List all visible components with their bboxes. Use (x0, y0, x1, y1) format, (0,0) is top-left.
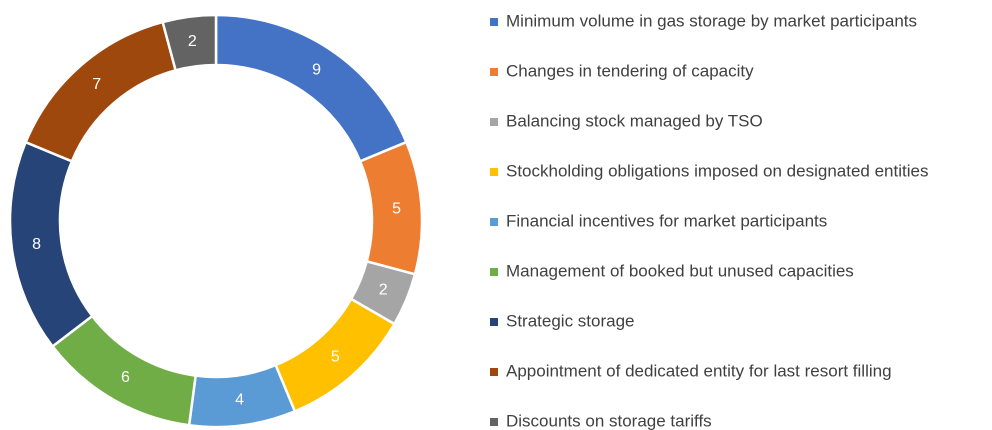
data-label: 6 (121, 369, 130, 386)
data-label: 9 (312, 62, 321, 79)
legend-swatch (490, 68, 498, 76)
legend-swatch (490, 268, 498, 276)
legend-label: Minimum volume in gas storage by market … (506, 11, 917, 30)
legend-swatch (490, 368, 498, 376)
data-label: 8 (32, 236, 41, 253)
legend-label: Stockholding obligations imposed on desi… (506, 161, 928, 180)
legend-label: Appointment of dedicated entity for last… (506, 361, 892, 380)
legend-label: Financial incentives for market particip… (506, 211, 827, 230)
legend-label: Management of booked but unused capaciti… (506, 261, 854, 280)
donut-segment (8, 140, 94, 349)
legend-swatch (490, 118, 498, 126)
data-label: 7 (92, 76, 101, 93)
legend-swatch (490, 218, 498, 226)
data-label: 5 (392, 200, 401, 217)
legend-label: Changes in tendering of capacity (506, 61, 754, 80)
data-label: 2 (188, 33, 197, 50)
legend-label: Strategic storage (506, 311, 635, 330)
legend-label: Balancing stock managed by TSO (506, 111, 763, 130)
legend-swatch (490, 168, 498, 176)
legend-swatch (490, 418, 498, 426)
donut-segment (358, 140, 424, 276)
data-label: 5 (331, 348, 340, 365)
legend-label: Discounts on storage tariffs (506, 411, 712, 430)
legend-swatch (490, 318, 498, 326)
legend-swatch (490, 18, 498, 26)
data-label: 2 (379, 281, 388, 298)
donut-segment (214, 13, 408, 163)
data-label: 4 (235, 392, 244, 409)
donut-segment (161, 13, 218, 72)
